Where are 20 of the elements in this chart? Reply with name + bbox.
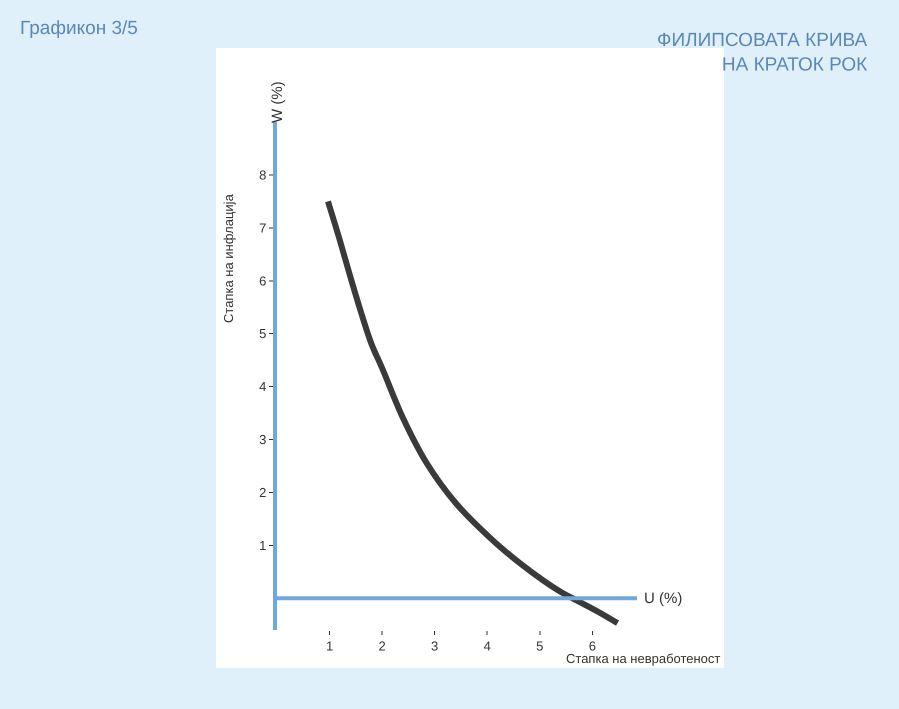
annotation: W (%) <box>269 81 286 123</box>
y-axis-title: Стапка на инфлација <box>221 193 236 323</box>
x-tick-label: 2 <box>378 638 386 654</box>
y-tick-label: 2 <box>259 484 266 500</box>
x-tick-label: 4 <box>484 638 491 654</box>
x-tick-label: 6 <box>588 638 596 654</box>
x-axis-title: Стапка на невработеност <box>566 651 720 666</box>
x-tick-label: 3 <box>431 638 438 654</box>
y-tick-label: 7 <box>259 220 266 236</box>
text: Графикон 3/5 <box>20 18 138 39</box>
y-tick-label: 5 <box>259 326 266 342</box>
y-tick-label: 4 <box>259 379 266 394</box>
text: ФИЛИПСОВАТА КРИВА НА КРАТОК РОК <box>657 30 868 76</box>
y-tick-label: 3 <box>259 432 266 448</box>
x-tick-label: 5 <box>536 638 544 654</box>
x-tick-label: 1 <box>326 638 334 654</box>
text: U (%) <box>644 590 682 607</box>
y-tick-label: 6 <box>259 273 266 288</box>
y-tick-label: 8 <box>259 167 266 182</box>
y-tick-label: 1 <box>259 538 266 553</box>
